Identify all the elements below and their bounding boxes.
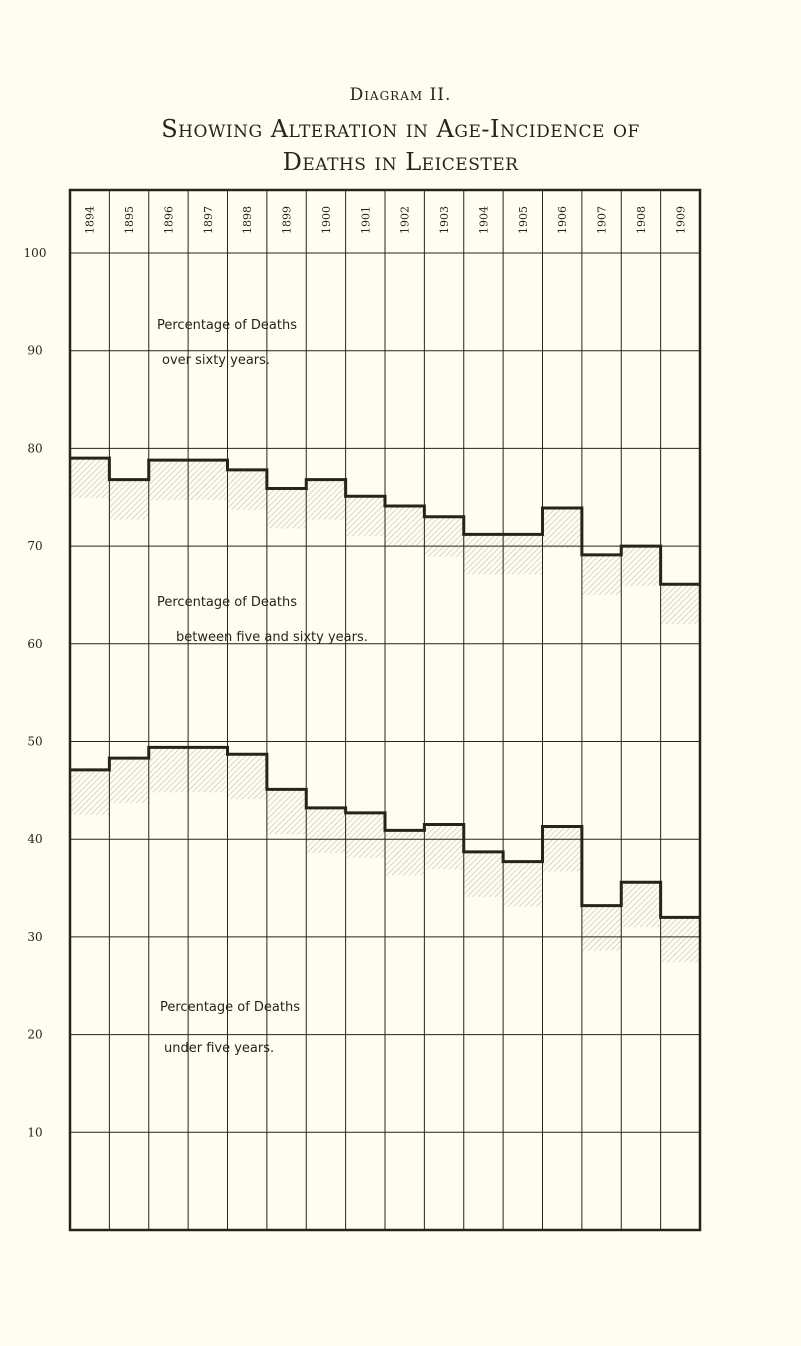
x-tick-label: 1908 bbox=[635, 206, 648, 234]
hatch-band bbox=[621, 546, 661, 587]
series-line-over-sixty-boundary bbox=[70, 456, 700, 586]
annotation-over-2: over sixty years. bbox=[162, 353, 270, 368]
hatch-band bbox=[503, 861, 543, 907]
x-tick-label: 1896 bbox=[162, 206, 175, 234]
hatch-band bbox=[345, 812, 385, 858]
annotation-under-2: under five years. bbox=[164, 1041, 274, 1056]
x-tick-label: 1899 bbox=[281, 206, 294, 234]
annotation-mid-2: between five and sixty years. bbox=[176, 630, 368, 645]
y-tick-label: 80 bbox=[27, 441, 42, 455]
y-tick-label: 30 bbox=[27, 930, 42, 944]
hatch-band bbox=[463, 851, 504, 897]
x-tick-label: 1894 bbox=[84, 206, 97, 234]
hatch-band bbox=[109, 479, 149, 520]
x-tick-label: 1906 bbox=[556, 206, 569, 234]
hatch-band bbox=[503, 534, 543, 575]
x-tick-label: 1898 bbox=[241, 206, 254, 234]
hatch-band bbox=[227, 754, 267, 800]
annotation-mid-1: Percentage of Deaths bbox=[157, 595, 297, 610]
y-tick-label: 50 bbox=[27, 735, 42, 749]
hatch-band bbox=[463, 534, 504, 575]
hatch-band bbox=[385, 830, 425, 876]
hatch-band bbox=[148, 747, 189, 793]
y-tick-label: 60 bbox=[27, 637, 42, 651]
hatch-band bbox=[188, 747, 228, 793]
hatch-band bbox=[188, 460, 228, 501]
hatch-band bbox=[542, 826, 582, 872]
x-tick-label: 1900 bbox=[320, 206, 333, 234]
series-line-under-five-boundary bbox=[70, 745, 700, 919]
hatch-band bbox=[621, 882, 661, 928]
hatch-band bbox=[424, 516, 464, 557]
hatch-band bbox=[148, 460, 189, 501]
hatch-band bbox=[109, 758, 149, 804]
hatch-band bbox=[542, 507, 582, 548]
y-tick-label: 10 bbox=[27, 1125, 42, 1139]
y-tick-label: 70 bbox=[27, 539, 42, 553]
y-tick-label: 90 bbox=[27, 344, 42, 358]
supertitle: Diagram II. bbox=[349, 85, 452, 105]
hatch-band bbox=[581, 905, 622, 951]
x-tick-label: 1904 bbox=[477, 206, 490, 234]
hatch-band bbox=[660, 917, 700, 963]
y-tick-label: 20 bbox=[27, 1028, 42, 1042]
hatch-band bbox=[227, 469, 267, 510]
x-tick-label: 1907 bbox=[596, 206, 609, 234]
hatch-band bbox=[266, 789, 307, 835]
y-tick-label: 100 bbox=[24, 246, 47, 260]
hatch-band bbox=[581, 554, 622, 595]
hatch-band bbox=[266, 488, 307, 529]
hatch-band bbox=[70, 458, 110, 499]
chart-title-line1: Showing Alteration in Age-Incidence of bbox=[161, 115, 640, 143]
hatch-band bbox=[306, 807, 346, 853]
x-tick-label: 1895 bbox=[123, 206, 136, 234]
x-tick-label: 1897 bbox=[202, 206, 215, 234]
x-tick-label: 1902 bbox=[399, 206, 412, 234]
hatch-band bbox=[306, 479, 346, 520]
x-tick-label: 1901 bbox=[359, 206, 372, 234]
hatch-band bbox=[660, 584, 700, 625]
hatch-band bbox=[424, 824, 464, 870]
y-tick-label: 40 bbox=[27, 832, 42, 846]
chart-title-line2: Deaths in Leicester bbox=[282, 148, 519, 176]
annotation-under-1: Percentage of Deaths bbox=[160, 1000, 300, 1015]
x-tick-label: 1903 bbox=[438, 206, 451, 234]
annotation-over-1: Percentage of Deaths bbox=[157, 318, 297, 333]
hatch-band bbox=[385, 506, 425, 547]
hatch-band bbox=[345, 496, 385, 537]
x-tick-label: 1905 bbox=[517, 206, 530, 234]
hatch-band bbox=[70, 769, 110, 815]
x-tick-label: 1909 bbox=[674, 206, 687, 234]
